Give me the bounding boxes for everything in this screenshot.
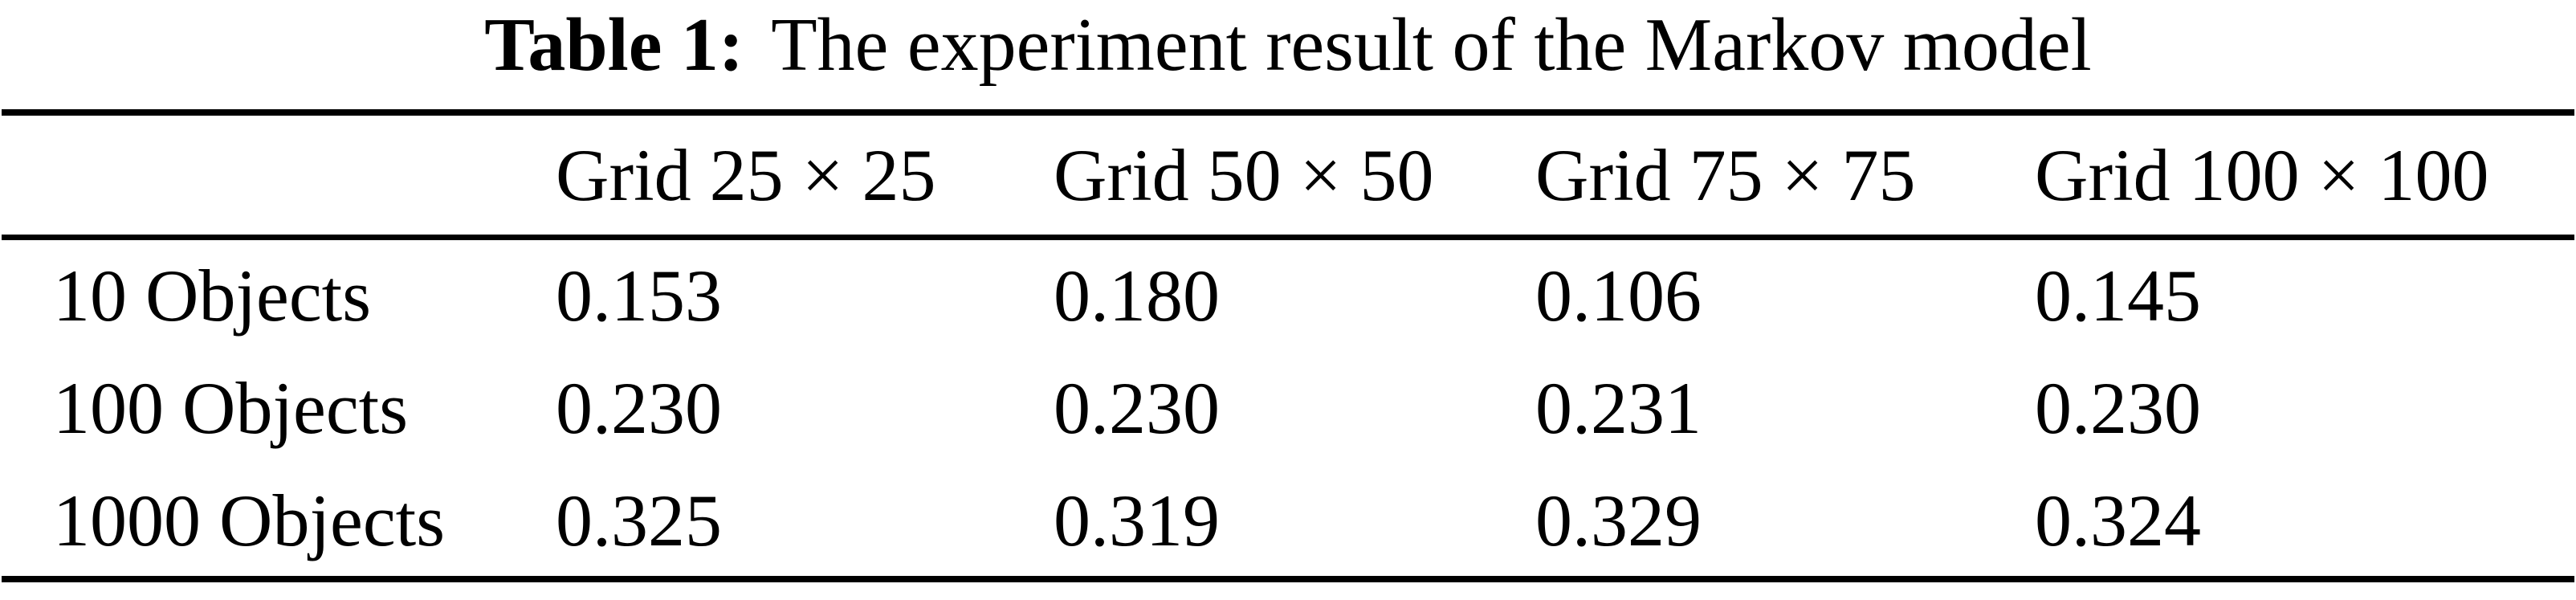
data-cell: 0.230 <box>556 367 722 449</box>
data-cell: 0.325 <box>556 480 722 561</box>
column-header-grid-50: Grid 50 × 50 <box>1054 112 1535 240</box>
data-cell: 0.230 <box>1054 367 1220 449</box>
row-label: 10 Objects <box>53 254 372 337</box>
results-table: Grid 25 × 25 Grid 50 × 50 Grid 75 × 75 G… <box>2 109 2574 582</box>
data-cell: 0.106 <box>1535 254 1702 337</box>
table-row: 10 Objects 0.153 0.180 0.106 0.145 <box>2 237 2574 351</box>
column-header-grid-25: Grid 25 × 25 <box>556 112 1054 240</box>
table-caption-label: Table 1: <box>484 3 744 87</box>
data-cell: 0.319 <box>1054 480 1220 561</box>
data-cell: 0.153 <box>556 254 722 337</box>
table-row: 1000 Objects 0.325 0.319 0.329 0.324 <box>2 465 2574 579</box>
column-header-grid-100: Grid 100 × 100 <box>2035 112 2574 240</box>
data-cell: 0.180 <box>1054 254 1220 337</box>
column-header-empty <box>2 112 556 240</box>
results-table-container: Grid 25 × 25 Grid 50 × 50 Grid 75 × 75 G… <box>2 109 2574 582</box>
data-cell: 0.230 <box>2035 367 2201 449</box>
row-label: 100 Objects <box>53 367 409 449</box>
table-caption-text: The experiment result of the Markov mode… <box>771 3 2092 87</box>
header-row: Grid 25 × 25 Grid 50 × 50 Grid 75 × 75 G… <box>2 112 2574 240</box>
data-cell: 0.145 <box>2035 254 2201 337</box>
table-caption: Table 1: The experiment result of the Mar… <box>0 2 2576 88</box>
data-cell: 0.329 <box>1535 480 1702 561</box>
row-label: 1000 Objects <box>53 480 446 561</box>
column-header-grid-75: Grid 75 × 75 <box>1535 112 2035 240</box>
data-cell: 0.324 <box>2035 480 2201 561</box>
table-row: 100 Objects 0.230 0.230 0.231 0.230 <box>2 351 2574 465</box>
data-cell: 0.231 <box>1535 367 1702 449</box>
